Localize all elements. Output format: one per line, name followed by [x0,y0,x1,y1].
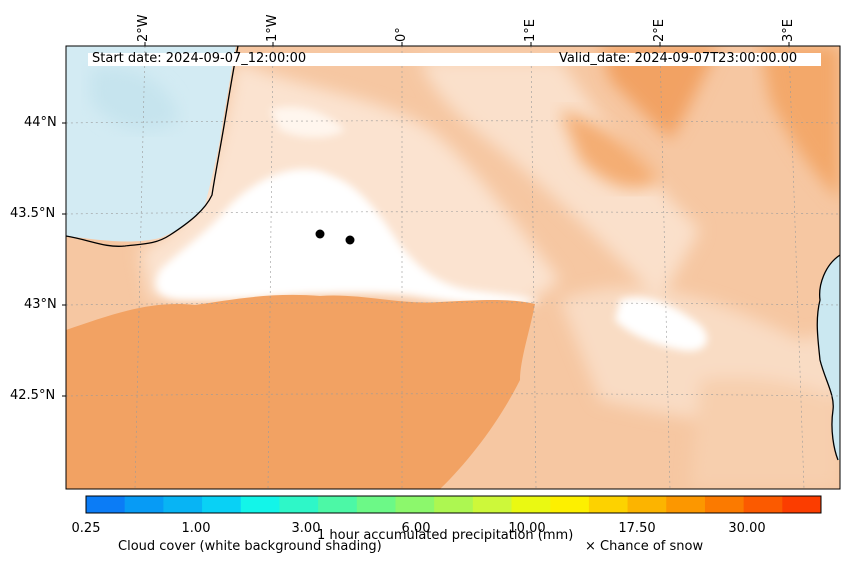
lon-label: 2°E [652,19,667,42]
colorbar-segment [279,496,319,513]
colorbar-segment [743,496,783,513]
graticule [66,46,840,489]
colorbar-segment [627,496,667,513]
colorbar-segment [163,496,203,513]
colorbar-tick-label: 1.00 [181,521,211,536]
lon-label: 3°E [781,19,796,42]
colorbar-tick-label: 10.00 [508,521,546,536]
valid-date: Valid_date: 2024-09-07T23:00:00.00 [559,51,798,66]
header-band [88,53,821,66]
colorbar-title: 1 hour accumulated precipitation (mm) [317,528,574,543]
lat-label: 42.5°N [10,388,56,403]
colorbar-segment [472,496,513,513]
start-date: Start date: 2024-09-07_12:00:00 [92,51,307,66]
colorbar-segment [666,496,706,513]
colorbar-tick-label: 6.00 [401,521,431,536]
axis-ticks [62,42,790,397]
lat-label: 43°N [24,297,57,312]
coastline-east [816,254,840,461]
colorbar-frame [85,495,822,514]
colorbar-segment [550,496,590,513]
lon-label: 0° [394,27,409,42]
station-marker [315,229,325,239]
colorbar-segment [356,496,396,513]
station-marker [345,235,355,245]
lat-label: 43.5°N [10,206,56,221]
map-frame [65,45,841,490]
colorbar-segment [124,496,164,513]
colorbar-segment [511,496,551,513]
lat-label: 44°N [24,115,57,130]
coastline-west [66,46,239,247]
cloud-cover-note: Cloud cover (white background shading) [118,539,382,554]
colorbar-segment [395,496,435,513]
lon-label: 1°W [265,14,280,42]
lon-label: 1°E [523,19,538,42]
colorbar-segment [86,496,126,513]
colorbar-segment [782,496,822,513]
colorbar [85,495,822,514]
colorbar-segment [588,496,629,513]
snow-legend: × Chance of snow [585,539,704,554]
colorbar-tick-label: 0.25 [71,521,101,536]
sea-mediterranean [817,255,840,460]
colorbar-segment [434,496,474,513]
colorbar-tick-label: 30.00 [728,521,766,536]
colorbar-tick-label: 17.50 [618,521,656,536]
lon-label: 2°W [136,14,151,42]
colorbar-segment [202,496,242,513]
colorbar-segment [318,496,358,513]
orange-cloud-mass [66,46,840,489]
colorbar-segment [240,496,280,513]
map-layers [66,46,840,489]
colorbar-segment [704,496,745,513]
colorbar-tick-label: 3.00 [291,521,321,536]
